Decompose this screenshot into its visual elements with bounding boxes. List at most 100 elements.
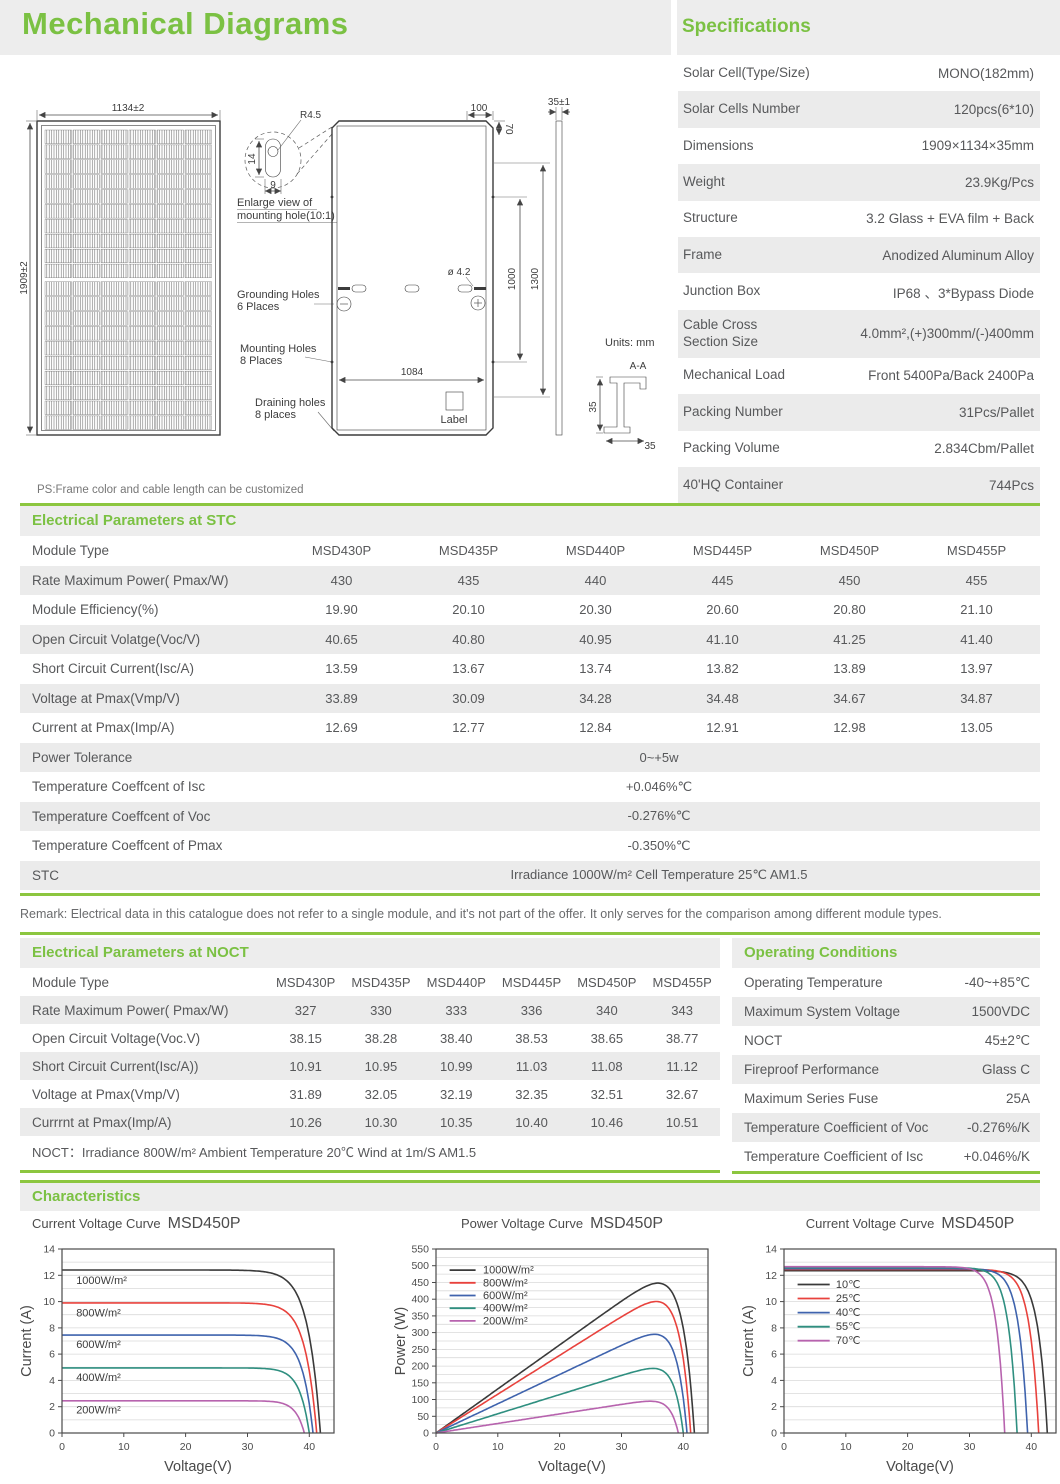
spec-label: Weight — [683, 173, 725, 189]
table-row: Temperature Coeffcent of Pmax -0.350%℃ — [20, 831, 1040, 861]
svg-text:0: 0 — [423, 1428, 429, 1440]
chart-title: Current Voltage Curve MSD450P — [32, 1215, 241, 1232]
cell-value: 12.77 — [452, 720, 485, 736]
row-label: Power Tolerance — [32, 749, 133, 765]
ps-note: PS:Frame color and cable length can be c… — [37, 484, 304, 496]
svg-text:100: 100 — [411, 1394, 429, 1406]
cell-value: 32.51 — [590, 1086, 624, 1102]
cell-value: 32.35 — [515, 1086, 548, 1102]
svg-text:10: 10 — [43, 1296, 55, 1308]
cell-value: 40.80 — [452, 631, 485, 647]
row-label: Currrnt at Pmax(Imp/A) — [32, 1114, 172, 1130]
detail-caption-1: Enlarge view of — [237, 197, 313, 209]
cell-grid — [44, 129, 212, 430]
spec-label: Packing Number — [683, 403, 783, 419]
noct-section: Electrical Parameters at NOCT Module Typ… — [20, 938, 720, 1173]
header-divider — [671, 0, 677, 55]
cell-value: 10.95 — [364, 1058, 398, 1074]
chart-canvas-mount: 0 2 4 6 8 10 12 14 0 10 20 30 40 Voltage(V) Current (A… — [740, 1237, 1060, 1480]
cell-value: 13.74 — [579, 661, 612, 677]
svg-text:200W/m²: 200W/m² — [483, 1315, 528, 1327]
cell-value: 19.90 — [325, 602, 358, 618]
table-row: Maximum System Voltage 1500VDC — [732, 997, 1040, 1026]
row-label: Maximum Series Fuse — [744, 1091, 879, 1106]
detail-9-label: 9 — [270, 180, 276, 191]
back-dim-1084: 1084 — [401, 367, 424, 378]
cell-value: 21.10 — [960, 602, 993, 618]
operating-section-title: Operating Conditions — [732, 938, 1040, 968]
cell-value: 340 — [595, 1002, 618, 1018]
svg-text:0: 0 — [49, 1428, 55, 1440]
stc-section: Electrical Parameters at STC Module Type… — [20, 503, 1040, 890]
svg-text:300: 300 — [411, 1327, 429, 1339]
spec-value: 3.2 Glass + EVA film + Back — [866, 211, 1034, 227]
svg-text:350: 350 — [411, 1310, 429, 1322]
chart-canvas: 0 2 4 6 8 10 12 14 0 10 20 30 40 Voltage(V) Current (A… — [741, 1244, 1057, 1475]
mounting-hole-detail: R4.5 14 9 Enlarge view of mounting hole(… — [237, 110, 337, 223]
svg-text:250: 250 — [411, 1344, 429, 1356]
svg-text:50: 50 — [417, 1411, 429, 1423]
side-dim-label: 35±1 — [548, 97, 571, 108]
cell-value: 38.15 — [289, 1030, 322, 1046]
svg-text:10: 10 — [118, 1441, 130, 1453]
chart-canvas: 0 2 4 6 8 10 12 14 0 10 20 30 40 Voltage(V) Current (A… — [19, 1244, 335, 1475]
cell-value: 10.26 — [289, 1114, 322, 1130]
spec-value: 4.0mm²,(+)300mm/(-)400mm — [860, 326, 1034, 342]
noct-footnote: NOCT：Irradiance 800W/m² Ambient Temperat… — [32, 1145, 477, 1160]
svg-text:12: 12 — [765, 1270, 777, 1282]
back-view: 100 70 ø 4.2 1084 Label 1000 — [330, 103, 550, 436]
mounting-label-2: 8 Places — [240, 355, 283, 367]
cell-value: 41.10 — [706, 631, 739, 647]
spec-row: Mechanical Load Front 5400Pa/Back 2400Pa — [678, 358, 1040, 394]
cell-value: 440 — [584, 572, 607, 588]
cell-value: 32.67 — [665, 1086, 699, 1102]
hole-diameter-label: ø 4.2 — [448, 267, 471, 278]
cell-value: 13.59 — [325, 661, 358, 677]
table-row: NOCT 45±2℃ — [732, 1026, 1040, 1055]
units-label: Units: mm — [605, 337, 655, 349]
spec-label: Solar Cell(Type/Size) — [683, 64, 810, 80]
cell-value: 20.80 — [833, 602, 866, 618]
spec-value: 23.9Kg/Pcs — [964, 174, 1034, 190]
cell-value: 10.30 — [364, 1114, 398, 1130]
table-row: Voltage at Pmax(Vmp/V) 33.89 30.09 34.28 34.… — [20, 683, 1040, 713]
svg-text:550: 550 — [411, 1244, 429, 1256]
draining-label-1: Draining holes — [255, 397, 326, 409]
row-label: Temperature Coefficient of Voc — [744, 1120, 929, 1135]
grounding-label-2: 6 Places — [237, 301, 280, 313]
spec-value: 744Pcs — [988, 477, 1034, 493]
stc-table: Module Type MSD430P MSD435P MSD440P MSD445P M… — [20, 536, 1040, 890]
table-row: Open Circuit Voltage(Voc.V) 38.15 38.28 38.… — [20, 1024, 720, 1052]
cell-value: 41.40 — [960, 631, 993, 647]
cell-value: 34.87 — [960, 690, 993, 706]
svg-text:8: 8 — [49, 1322, 55, 1334]
cell-value: 327 — [294, 1002, 317, 1018]
chart-canvas: 0 50 100 150 200 250 300 350 400 450 500 550 0 10 20 30… — [393, 1244, 709, 1475]
row-label: Rate Maximum Power( Pmax/W) — [32, 1002, 229, 1018]
spec-row: Junction Box IP68 、3*Bypass Diode — [678, 273, 1040, 309]
cell-value: 38.77 — [665, 1030, 699, 1046]
row-label: Fireproof Performance — [744, 1062, 880, 1077]
back-dim-100: 100 — [471, 103, 488, 114]
detail-radius-label: R4.5 — [300, 110, 322, 121]
back-dim-70: 70 — [503, 123, 514, 135]
table-row: Rate Maximum Power( Pmax/W) 327 330 333 336 3… — [20, 996, 720, 1024]
svg-text:800W/m²: 800W/m² — [483, 1277, 528, 1289]
spec-label: Frame — [683, 246, 723, 262]
iv-curve-irradiance-chart: Current Voltage Curve MSD450P 0 2 4 6 8 10 12 14… — [18, 1215, 358, 1480]
row-value: 45±2℃ — [984, 1032, 1030, 1048]
row-value: +0.046%℃ — [625, 778, 693, 794]
row-label: Operating Temperature — [744, 975, 883, 990]
cell-value: 13.89 — [833, 661, 866, 677]
row-label: Maximum System Voltage — [744, 1004, 901, 1019]
svg-text:400W/m²: 400W/m² — [76, 1372, 121, 1384]
row-label: Short Circuit Current(Isc/A) — [32, 661, 195, 677]
table-row: Module Type MSD430P MSD435P MSD440P MSD445P M… — [20, 536, 1040, 566]
operating-section: Operating Conditions Operating Temperatu… — [732, 938, 1040, 1174]
svg-text:0: 0 — [771, 1428, 777, 1440]
row-value: -0.350%℃ — [627, 837, 691, 853]
row-label: Module Type — [32, 974, 110, 990]
cell-value: 455 — [965, 572, 988, 588]
cell-value: MSD440P — [565, 543, 626, 559]
cell-value: 450 — [838, 572, 861, 588]
